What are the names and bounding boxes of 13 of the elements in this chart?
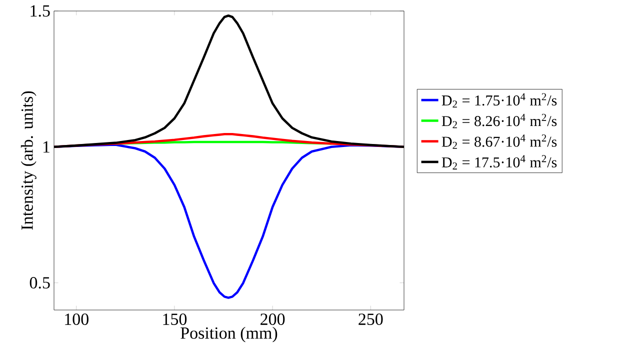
x-tick-label: 200 xyxy=(260,314,285,325)
x-tick-label: 150 xyxy=(163,314,187,325)
legend-label: D$_{2}$ = 8.67·10$^{4}$ m$^{2}$/s xyxy=(442,134,557,149)
y-tick-label: 0.5 xyxy=(30,277,50,289)
x-tick-label: 100 xyxy=(65,314,88,325)
legend-label: D$_{2}$ = 17.5·10$^{4}$ m$^{2}$/s xyxy=(442,155,557,170)
y-tick-label: 1.5 xyxy=(30,5,50,17)
y-tick-label: 1 xyxy=(43,141,50,153)
legend-label: D$_{2}$ = 1.75·10$^{4}$ m$^{2}$/s xyxy=(442,93,557,108)
legend-label: D$_{2}$ = 8.26·10$^{4}$ m$^{2}$/s xyxy=(442,114,557,128)
y-axis-title: Intensity (arb. units) xyxy=(20,91,36,230)
x-tick-label: 250 xyxy=(358,314,383,325)
x-axis-title: Position (mm) xyxy=(180,326,278,342)
